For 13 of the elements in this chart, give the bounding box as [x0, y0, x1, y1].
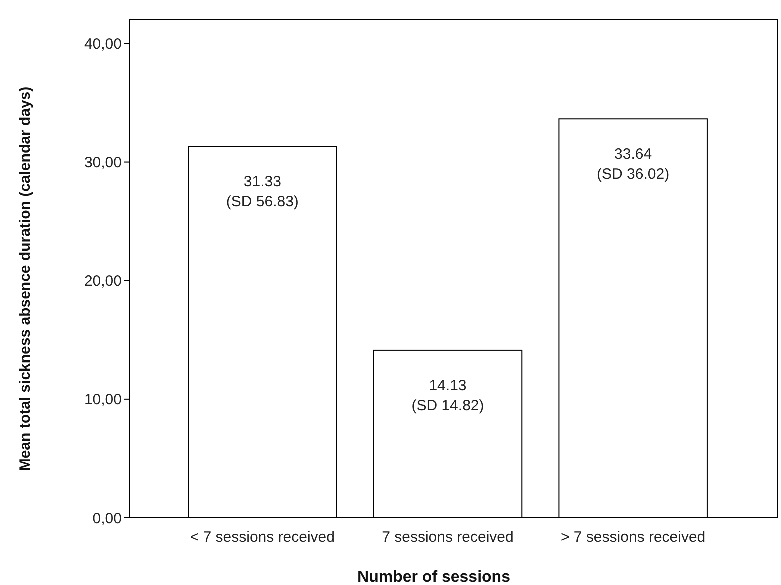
x-tick-label: 7 sessions received: [382, 529, 514, 546]
y-tick-label: 20,00: [84, 273, 122, 290]
y-tick-label: 40,00: [84, 36, 122, 53]
data-label: 33.64 (SD 36.02): [597, 146, 670, 184]
data-label: 31.33 (SD 56.83): [226, 174, 299, 211]
y-axis-title: Mean total sickness absence duration (calendar days): [17, 86, 34, 472]
y-tick-label: 10,00: [84, 392, 122, 409]
x-tick-label: < 7 sessions received: [190, 529, 336, 546]
y-tick-label: 30,00: [84, 154, 122, 172]
y-tick-label: 0,00: [92, 510, 122, 528]
data-label: 14.13 (SD 14.82): [412, 377, 484, 414]
x-tick-label: > 7 sessions received: [560, 529, 706, 546]
x-axis-title: Number of sessions: [358, 569, 511, 585]
